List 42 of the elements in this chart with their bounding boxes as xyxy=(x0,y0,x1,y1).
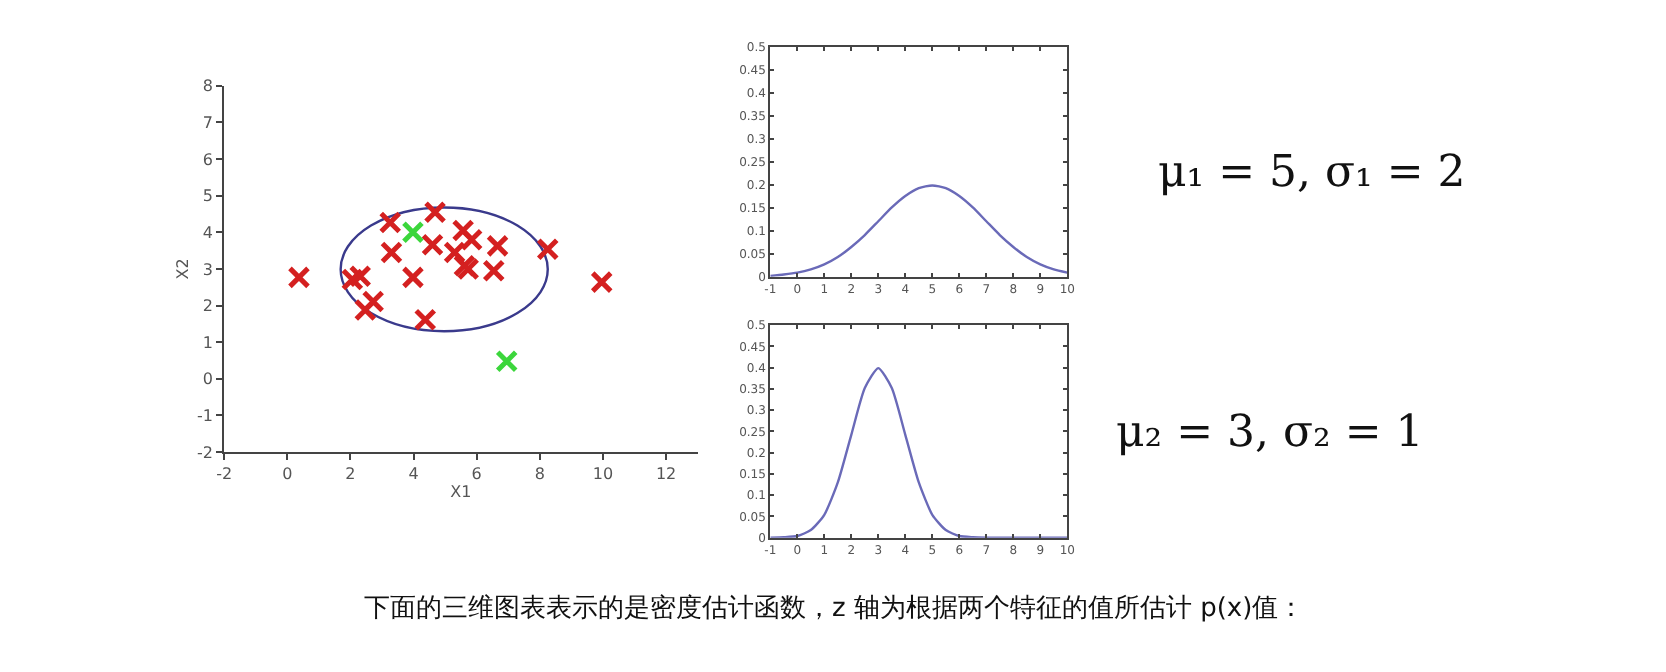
x-tick-label: 0 xyxy=(282,465,293,484)
x-tick-label: 10 xyxy=(592,465,614,484)
point xyxy=(378,210,402,234)
y-tick-label: 7 xyxy=(202,114,213,133)
text: 下面的三维图表表示的是密度估计函数，z 轴为根据两个特征的值所估计 p(x)值： xyxy=(364,592,1305,624)
x-tick-label: 12 xyxy=(655,465,677,484)
x-tick-label: 8 xyxy=(534,465,545,484)
point xyxy=(353,298,377,322)
text: μ₁ = 5, σ₁ = 2 xyxy=(1158,148,1466,198)
y-tick-label: -1 xyxy=(196,407,213,426)
y-tick-label: 5 xyxy=(202,187,213,206)
point xyxy=(495,349,519,373)
text: μ₂ = 3, σ₂ = 1 xyxy=(1116,408,1424,458)
x-tick-label: 2 xyxy=(345,465,356,484)
y-tick-label: 3 xyxy=(202,260,213,279)
point xyxy=(340,268,364,292)
point xyxy=(348,264,372,288)
y-tick-label: 1 xyxy=(202,333,213,352)
point xyxy=(401,265,425,289)
y-tick-label: 6 xyxy=(202,150,213,169)
point xyxy=(590,270,614,294)
y-tick-label: 4 xyxy=(202,223,213,242)
point xyxy=(423,200,447,224)
x-tick-label: -2 xyxy=(216,465,233,484)
line-series xyxy=(770,184,1068,277)
y-axis-title: X2 xyxy=(174,258,193,280)
point xyxy=(460,228,484,252)
point xyxy=(379,240,403,264)
point xyxy=(413,308,437,332)
y-tick-label: 8 xyxy=(202,77,213,96)
x-tick-label: 6 xyxy=(471,465,482,484)
point xyxy=(287,265,311,289)
x-axis-title: X1 xyxy=(450,483,472,502)
point xyxy=(536,237,560,261)
y-tick-label: 2 xyxy=(202,297,213,316)
y-tick-label: 0 xyxy=(202,370,213,389)
y-tick-label: -2 xyxy=(196,443,213,462)
point xyxy=(361,290,385,314)
x-tick-label: 4 xyxy=(408,465,419,484)
point xyxy=(486,234,510,258)
point xyxy=(451,218,475,242)
point xyxy=(401,220,425,244)
